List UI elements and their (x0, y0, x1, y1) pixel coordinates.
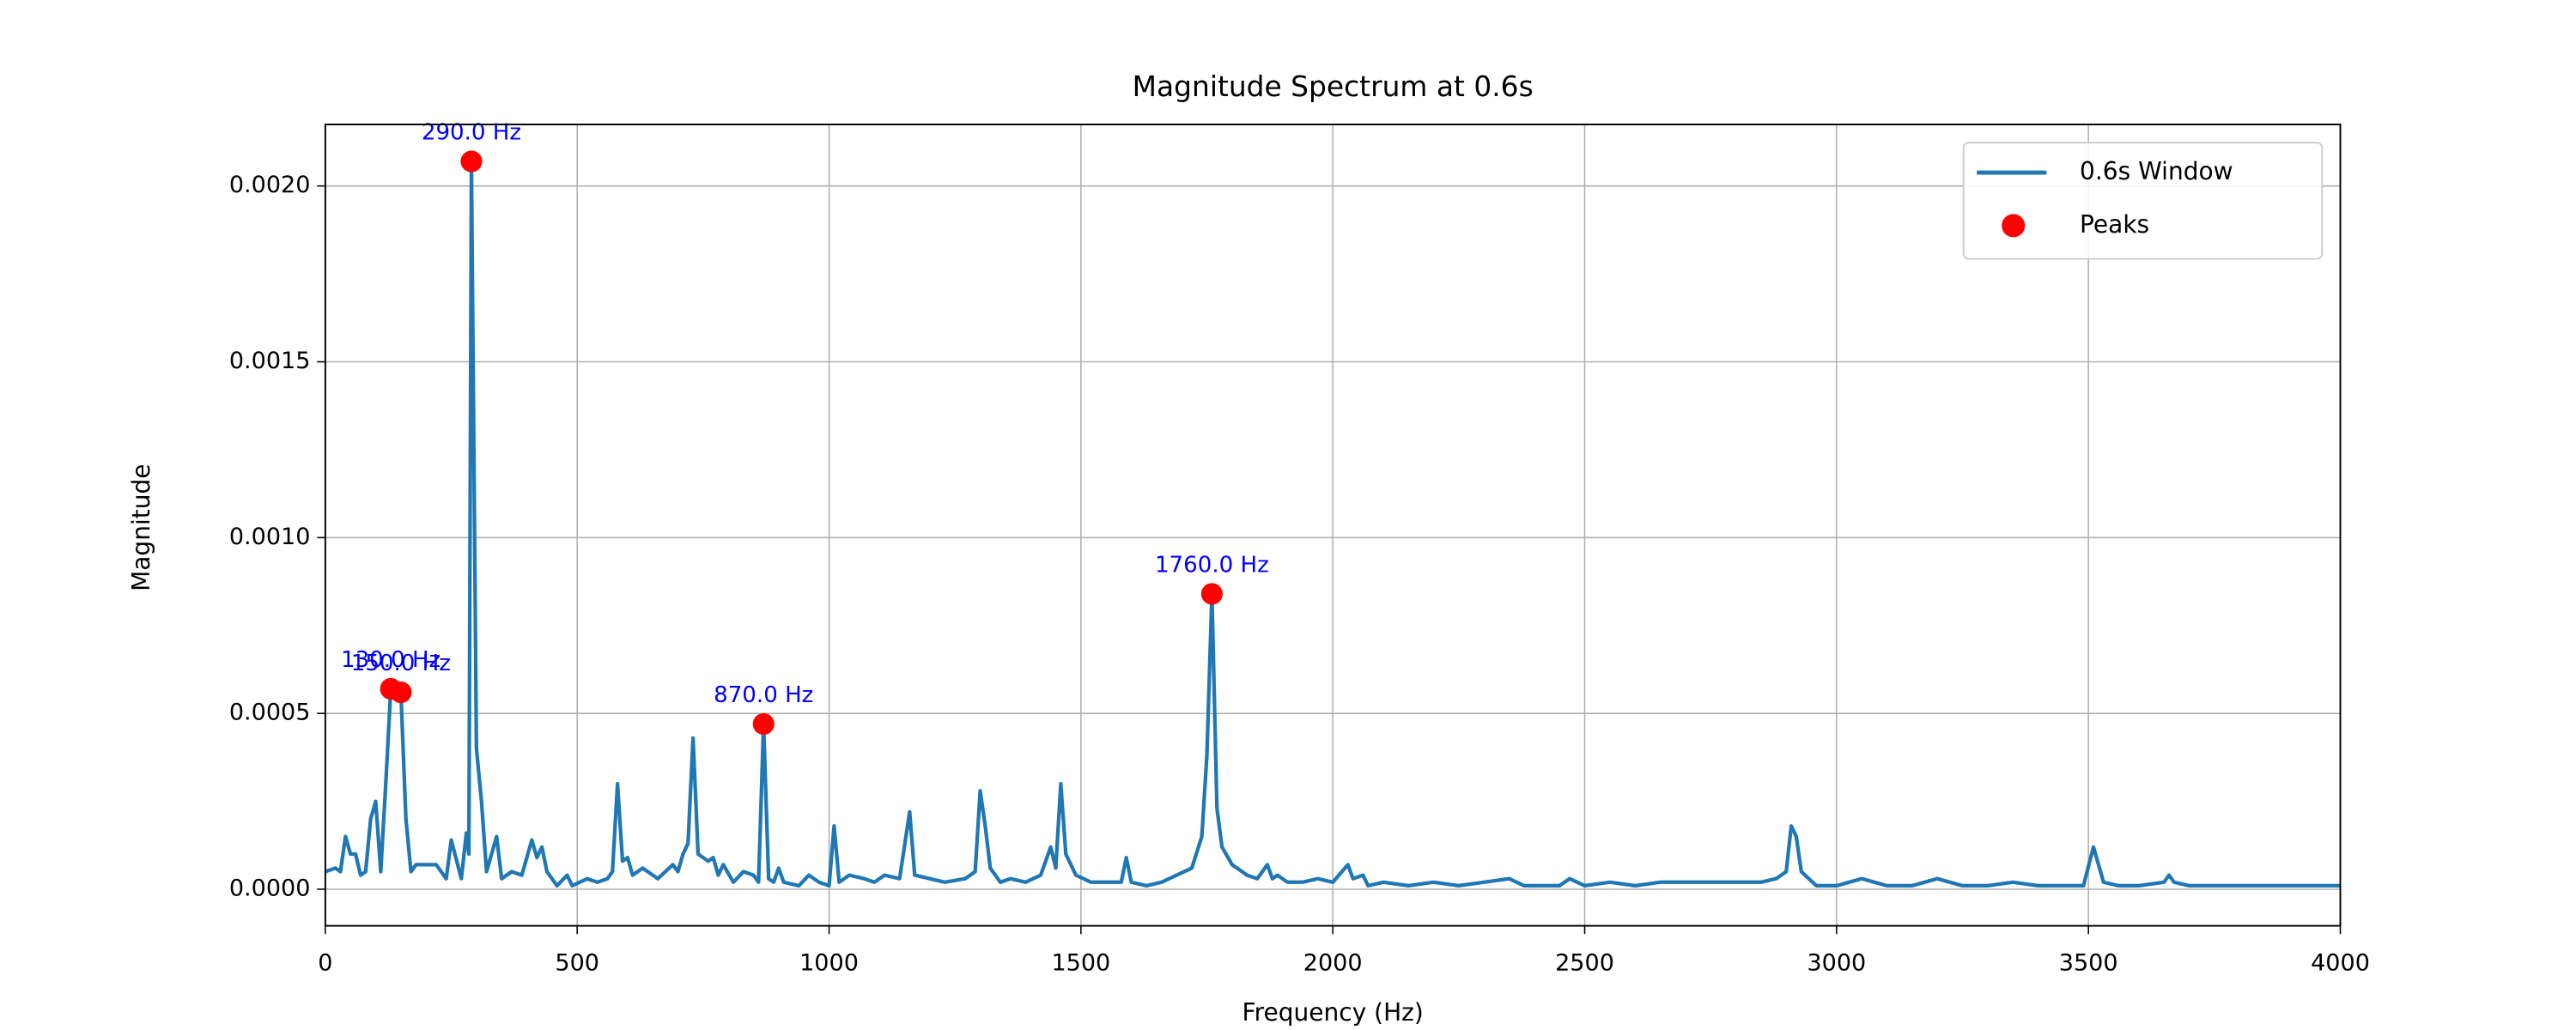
y-tick-label: 0.0015 (229, 348, 311, 374)
x-tick-label: 1500 (1051, 950, 1110, 977)
legend-box (1962, 142, 2324, 260)
y-tick-label: 0.0020 (229, 172, 311, 198)
peak-label: 130.0 Hz (341, 647, 440, 673)
x-tick-label: 1000 (799, 950, 859, 977)
peak-marker (752, 712, 775, 736)
legend-marker (2002, 214, 2026, 238)
y-axis-label: Magnitude (127, 464, 155, 591)
x-tick-label: 2500 (1555, 950, 1614, 977)
y-tick-label: 0.0005 (229, 700, 311, 726)
x-tick-label: 0 (318, 950, 332, 977)
peak-label: 150.0 Hz (351, 651, 451, 676)
x-tick-label: 2000 (1303, 950, 1363, 977)
x-tick-label: 3000 (1807, 950, 1866, 977)
y-tick-label: 0.0010 (229, 524, 311, 550)
x-axis-label: Frequency (Hz) (1242, 998, 1424, 1027)
peak-label: 870.0 Hz (714, 682, 813, 708)
x-tick-label: 500 (555, 950, 599, 977)
y-tick-label: 0.0000 (229, 876, 311, 902)
peak-marker (1200, 583, 1223, 605)
spectrum-line (325, 159, 2341, 888)
legend-label: 0.6s Window (2080, 157, 2233, 185)
plot-frame (324, 124, 2342, 927)
legend-label: Peaks (2080, 210, 2149, 239)
peak-label: 1760.0 Hz (1155, 553, 1269, 579)
peak-marker (390, 682, 412, 704)
x-tick-label: 4000 (2311, 950, 2370, 977)
peak-marker (460, 150, 483, 173)
x-tick-label: 3500 (2059, 950, 2118, 977)
chart-title: Magnitude Spectrum at 0.6s (1133, 70, 1534, 103)
